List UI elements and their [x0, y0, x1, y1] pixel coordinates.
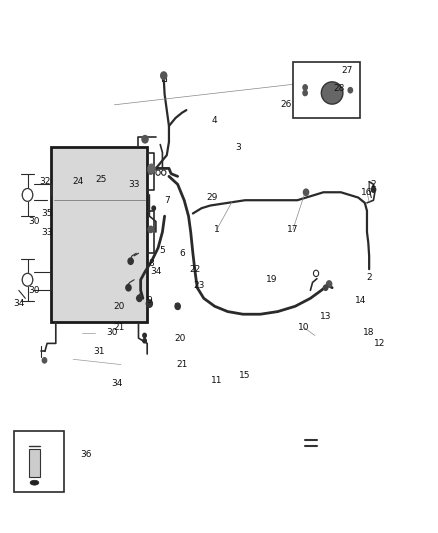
Circle shape: [175, 303, 180, 310]
Text: 30: 30: [28, 286, 40, 295]
Circle shape: [148, 164, 155, 173]
Text: 15: 15: [239, 370, 251, 379]
Text: 4: 4: [212, 116, 217, 125]
Text: 14: 14: [355, 296, 366, 305]
Text: 3: 3: [236, 143, 241, 152]
Bar: [51, 147, 147, 322]
Circle shape: [22, 273, 33, 286]
Circle shape: [142, 135, 148, 143]
Text: 7: 7: [164, 196, 170, 205]
Circle shape: [137, 295, 142, 302]
Text: 25: 25: [96, 174, 107, 183]
Text: 29: 29: [207, 193, 218, 202]
Circle shape: [143, 338, 146, 343]
Text: 24: 24: [72, 177, 83, 186]
Text: 33: 33: [128, 180, 140, 189]
Text: 31: 31: [94, 347, 105, 356]
Text: 20: 20: [174, 334, 186, 343]
Text: 34: 34: [150, 268, 162, 276]
Bar: [29, 449, 40, 477]
Text: 2: 2: [371, 180, 376, 189]
Text: 13: 13: [320, 312, 332, 321]
Text: 23: 23: [194, 280, 205, 289]
Text: 19: 19: [265, 275, 277, 284]
Text: 33: 33: [41, 228, 53, 237]
Circle shape: [22, 273, 33, 286]
Text: 21: 21: [177, 360, 188, 369]
Text: 30: 30: [28, 217, 40, 226]
Circle shape: [22, 189, 33, 201]
Text: 21: 21: [113, 323, 124, 332]
Bar: [293, 62, 360, 118]
Circle shape: [152, 206, 155, 211]
Text: 32: 32: [39, 177, 51, 186]
Text: 20: 20: [113, 302, 124, 311]
Text: 30: 30: [106, 328, 118, 337]
Text: 27: 27: [342, 66, 353, 75]
Ellipse shape: [321, 82, 343, 104]
Text: 36: 36: [81, 450, 92, 459]
Text: 34: 34: [13, 299, 25, 308]
Circle shape: [326, 281, 332, 287]
Text: 34: 34: [111, 378, 122, 387]
Text: 10: 10: [298, 323, 310, 332]
Circle shape: [323, 285, 328, 290]
Circle shape: [314, 270, 319, 277]
Circle shape: [156, 170, 160, 175]
Text: 17: 17: [287, 225, 299, 234]
Circle shape: [143, 333, 146, 337]
Text: 22: 22: [190, 265, 201, 273]
Text: 6: 6: [179, 249, 185, 258]
Text: 1: 1: [214, 225, 220, 234]
Circle shape: [162, 170, 166, 175]
Text: 8: 8: [148, 260, 155, 268]
Text: 5: 5: [159, 246, 165, 255]
Circle shape: [303, 90, 307, 95]
Ellipse shape: [30, 480, 39, 485]
Circle shape: [42, 358, 47, 363]
Circle shape: [146, 300, 152, 308]
Circle shape: [148, 168, 153, 174]
Text: 16: 16: [361, 188, 373, 197]
Circle shape: [348, 87, 353, 93]
Circle shape: [304, 189, 309, 196]
Text: 11: 11: [211, 376, 223, 385]
Text: 18: 18: [364, 328, 375, 337]
Bar: [14, 431, 64, 492]
Circle shape: [22, 189, 33, 201]
Text: 2: 2: [366, 272, 372, 281]
Text: 28: 28: [333, 84, 344, 93]
Circle shape: [303, 85, 307, 90]
Text: 12: 12: [374, 339, 386, 348]
Circle shape: [126, 285, 131, 291]
Text: 9: 9: [146, 296, 152, 305]
Circle shape: [161, 72, 167, 79]
Text: 26: 26: [281, 100, 292, 109]
Circle shape: [371, 187, 376, 192]
Text: 35: 35: [41, 209, 53, 218]
Circle shape: [128, 258, 133, 264]
Circle shape: [148, 226, 153, 232]
